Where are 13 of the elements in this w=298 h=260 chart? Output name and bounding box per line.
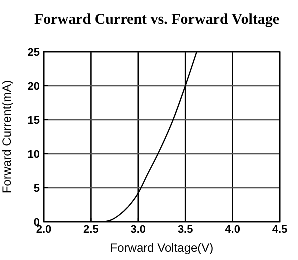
chart-title: Forward Current vs. Forward Voltage [34, 12, 280, 28]
x-tick-label: 3.0 [130, 224, 146, 236]
y-tick-label: 5 [34, 183, 40, 195]
x-tick-label: 4.5 [272, 224, 288, 236]
y-tick-label: 15 [28, 115, 40, 127]
x-tick-label: 4.0 [225, 224, 240, 236]
y-tick-label: 20 [28, 81, 40, 93]
y-tick-label: 10 [28, 149, 40, 161]
y-axis-title: Forward Current(mA) [0, 80, 14, 194]
x-tick-label: 3.5 [178, 224, 194, 236]
x-axis-title: Forward Voltage(V) [110, 241, 214, 255]
x-tick-label: 2.5 [84, 224, 99, 236]
y-tick-label: 25 [28, 47, 40, 59]
